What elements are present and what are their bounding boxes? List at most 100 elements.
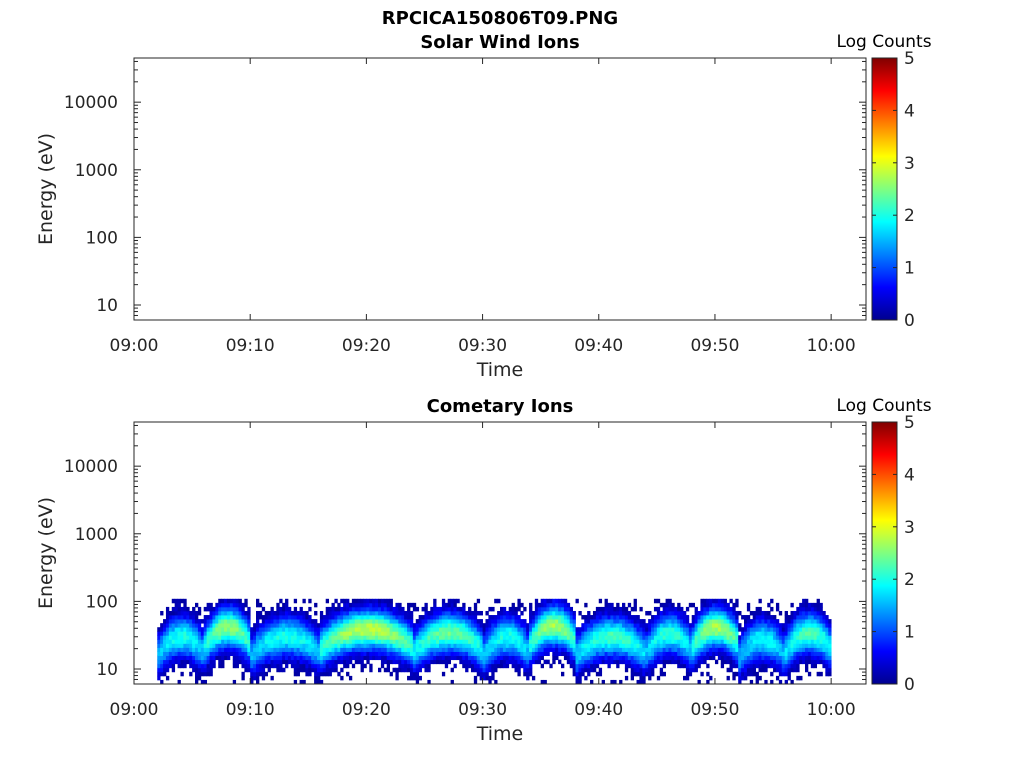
heatmap-cell [534, 627, 539, 632]
heatmap-cell [369, 627, 373, 632]
heatmap-cell [761, 659, 765, 665]
heatmap-cell [375, 606, 379, 612]
heatmap-cell [778, 623, 783, 628]
heatmap-cell [523, 606, 527, 612]
heatmap-cell [424, 659, 428, 665]
heatmap-cell [714, 635, 719, 640]
heatmap-cell [755, 635, 759, 640]
heatmap-cell [694, 667, 698, 673]
heatmap-cell [683, 647, 687, 652]
heatmap-cell [386, 659, 391, 665]
heatmap-cell [656, 635, 661, 640]
heatmap-cell [697, 631, 701, 636]
heatmap-cell [540, 651, 544, 657]
heatmap-cell [346, 610, 350, 616]
heatmap-cell [261, 627, 266, 632]
heatmap-cell [171, 631, 176, 636]
heatmap-cell [177, 610, 181, 616]
heatmap-cell [587, 643, 591, 648]
heatmap-cell [441, 631, 446, 636]
heatmap-cell [619, 627, 623, 632]
heatmap-cell [805, 635, 809, 640]
heatmap-cell [433, 619, 437, 624]
heatmap-cell [749, 663, 754, 669]
heatmap-cell [203, 619, 208, 624]
heatmap-cell [412, 635, 417, 640]
heatmap-cell [723, 615, 727, 620]
heatmap-cell [662, 651, 666, 657]
heatmap-cell [279, 663, 283, 669]
heatmap-cell [287, 651, 292, 657]
heatmap-cell [744, 643, 748, 648]
heatmap-cell [311, 647, 315, 652]
colorbar-tick-label: 4 [904, 101, 915, 121]
heatmap-cell [479, 623, 483, 628]
heatmap-cell [305, 635, 309, 640]
heatmap-cell [572, 667, 576, 673]
heatmap-cell [465, 615, 469, 620]
heatmap-cell [177, 615, 181, 620]
heatmap-cell [247, 631, 251, 636]
heatmap-cell [610, 615, 614, 620]
heatmap-cell [453, 639, 457, 644]
heatmap-cell [279, 647, 283, 652]
heatmap-cell [372, 606, 376, 612]
heatmap-cell [651, 667, 655, 673]
heatmap-cell [287, 627, 292, 632]
heatmap-cell [308, 619, 312, 624]
heatmap-cell [407, 619, 411, 624]
heatmap-cell [590, 643, 594, 648]
heatmap-cell [412, 627, 417, 632]
heatmap-cell [340, 639, 344, 644]
heatmap-cell [206, 602, 210, 608]
heatmap-cell [755, 655, 759, 661]
heatmap-cell [592, 610, 597, 616]
heatmap-cell [264, 643, 269, 648]
heatmap-cell [636, 623, 640, 628]
heatmap-cell [470, 627, 475, 632]
heatmap-cell [409, 602, 414, 608]
heatmap-cell [799, 635, 803, 640]
heatmap-cell [697, 651, 701, 657]
heatmap-cell [485, 635, 489, 640]
heatmap-cell [421, 659, 425, 665]
heatmap-cell [325, 639, 330, 644]
heatmap-cell [802, 623, 806, 628]
heatmap-cell [229, 619, 234, 624]
heatmap-cell [735, 602, 739, 608]
heatmap-cell [706, 647, 710, 652]
heatmap-cell [209, 663, 213, 669]
heatmap-cell [305, 619, 309, 624]
heatmap-cell [581, 615, 585, 620]
heatmap-cell [590, 615, 594, 620]
heatmap-cell [671, 647, 675, 652]
heatmap-cell [229, 651, 234, 657]
heatmap-cell [767, 602, 771, 608]
heatmap-cell [380, 606, 385, 612]
heatmap-cell [700, 659, 704, 665]
plot-area [134, 58, 866, 320]
heatmap-cell [302, 643, 306, 648]
heatmap-cell [761, 643, 765, 648]
heatmap-cell [697, 610, 701, 616]
heatmap-cell [229, 635, 234, 640]
heatmap-cell [293, 647, 298, 652]
heatmap-cell [354, 659, 359, 665]
heatmap-cell [267, 615, 271, 620]
heatmap-cell [444, 663, 449, 669]
heatmap-cell [279, 651, 283, 657]
heatmap-cell [325, 631, 330, 636]
heatmap-cell [714, 610, 719, 616]
heatmap-cell [712, 619, 716, 624]
heatmap-cell [531, 675, 536, 681]
heatmap-cell [183, 610, 187, 616]
x-tick-label: 09:30 [458, 700, 507, 720]
heatmap-cell [749, 619, 754, 624]
heatmap-cell [299, 623, 303, 628]
heatmap-cell [520, 651, 524, 657]
heatmap-cell [540, 619, 544, 624]
heatmap-cell [189, 610, 193, 616]
heatmap-cell [508, 639, 513, 644]
heatmap-cell [543, 639, 547, 644]
heatmap-cell [529, 623, 533, 628]
